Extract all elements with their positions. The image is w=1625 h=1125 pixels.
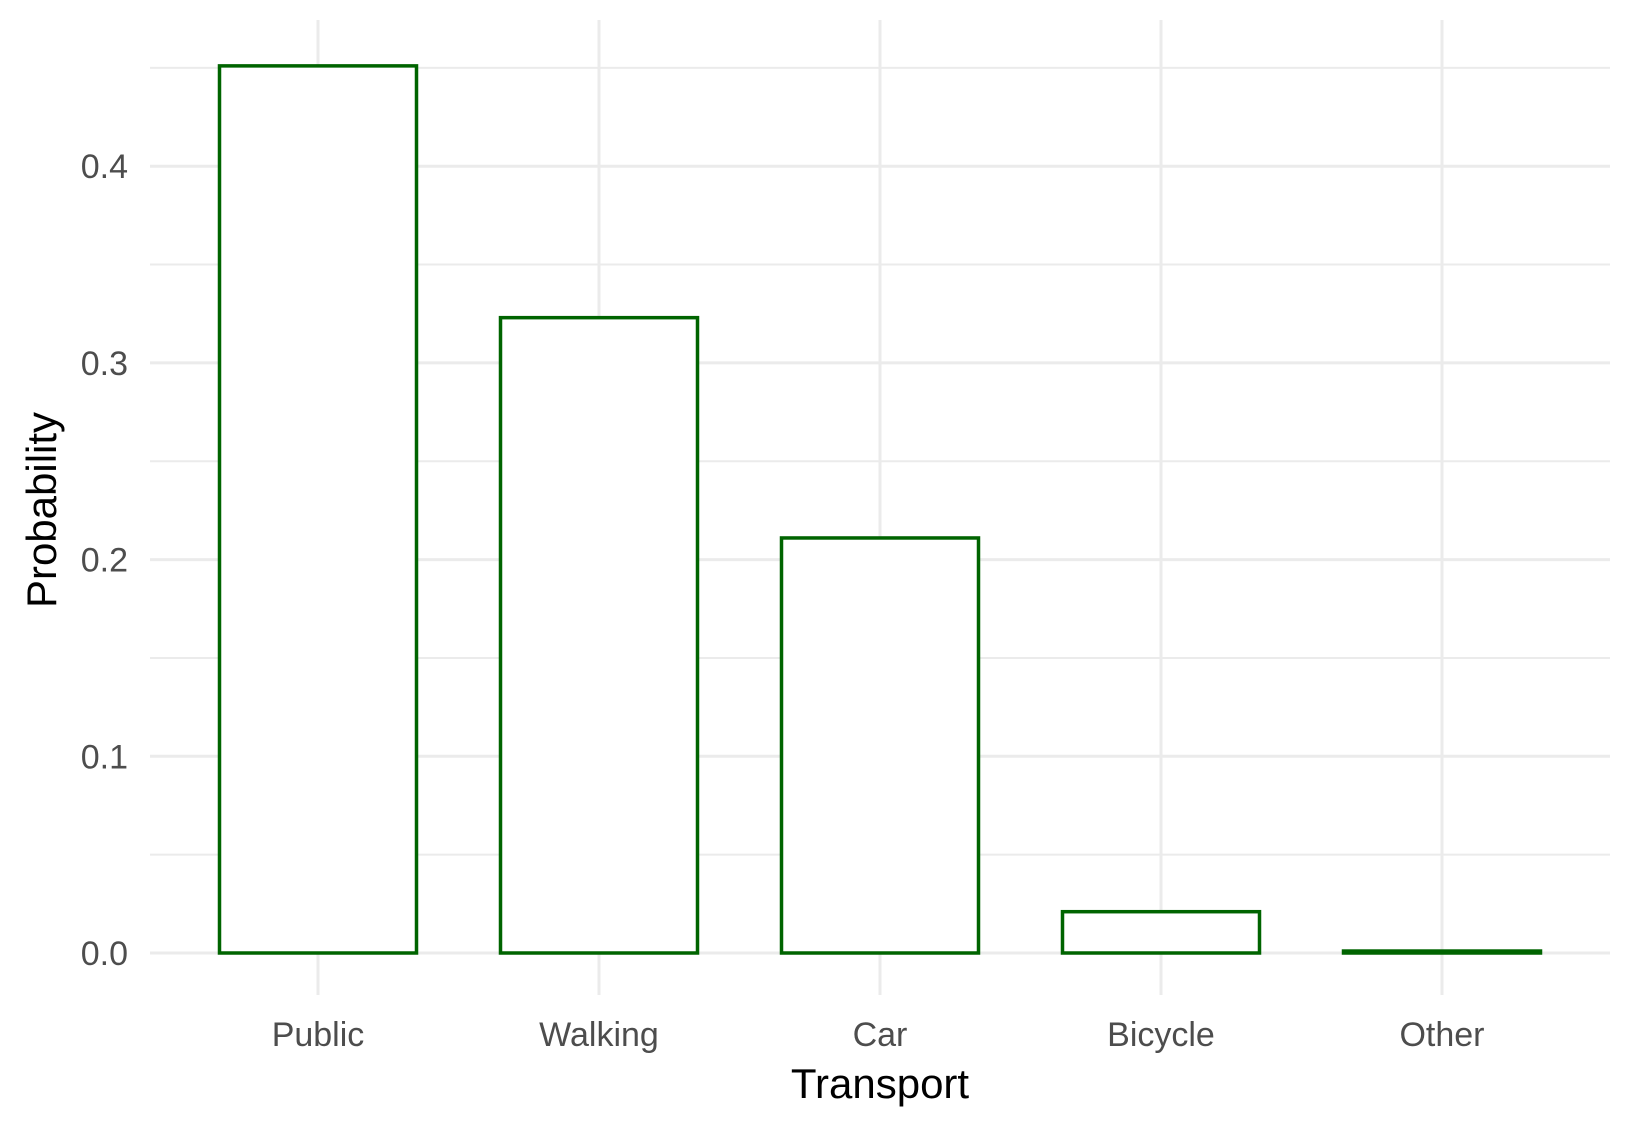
x-tick-label: Bicycle xyxy=(1107,1016,1215,1054)
bar-car xyxy=(779,536,981,955)
y-tick-label: 0.2 xyxy=(81,542,128,580)
y-tick-label: 0.1 xyxy=(81,738,128,776)
y-tick-label: 0.4 xyxy=(81,148,128,186)
y-axis-title: Probability xyxy=(18,412,65,608)
bar-public xyxy=(217,64,419,955)
bars xyxy=(217,64,1543,955)
y-tick-label: 0.0 xyxy=(81,935,128,973)
bar-walking xyxy=(498,315,700,955)
x-axis-title: Transport xyxy=(791,1060,970,1107)
x-tick-label: Walking xyxy=(539,1016,659,1054)
y-tick-label: 0.3 xyxy=(81,345,128,383)
x-tick-label: Public xyxy=(272,1016,365,1054)
y-axis-ticks: 0.0 0.1 0.2 0.3 0.4 xyxy=(81,148,128,973)
x-tick-label: Other xyxy=(1399,1016,1484,1054)
x-tick-label: Car xyxy=(853,1016,908,1054)
bar-bicycle xyxy=(1060,909,1262,955)
x-axis-ticks: Public Walking Car Bicycle Other xyxy=(272,1016,1485,1054)
bar-other xyxy=(1341,949,1543,955)
